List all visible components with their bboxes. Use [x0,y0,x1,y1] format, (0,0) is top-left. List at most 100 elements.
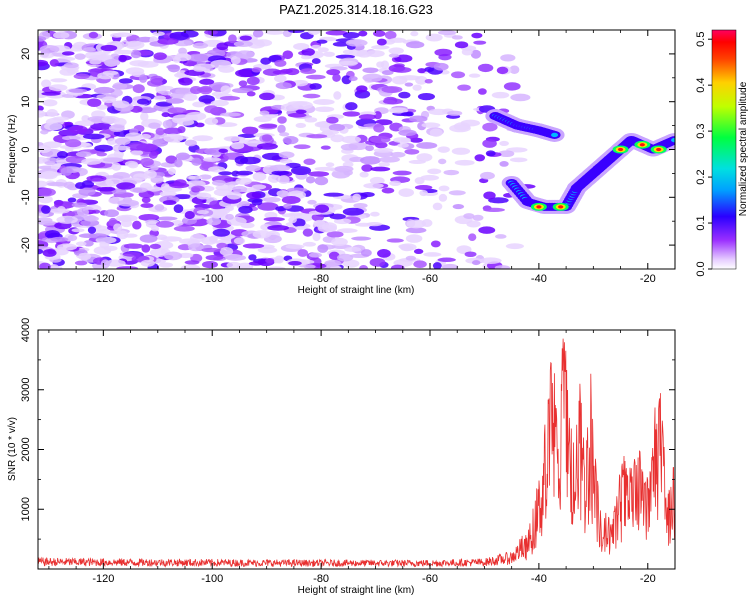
noise-blob [325,30,348,36]
noise-blob [404,82,414,87]
spectrogram-x-tick-label: -40 [531,273,547,285]
noise-blob [496,66,509,75]
noise-blob [78,187,96,197]
noise-blob [275,206,287,212]
noise-blob [320,145,331,150]
snr-y-tick-label: 3000 [20,378,32,402]
noise-blob [282,135,299,145]
noise-blob [281,196,301,204]
noise-blob [451,35,463,40]
noise-blob [287,101,308,106]
noise-blob [369,136,391,144]
noise-blob [376,38,387,46]
noise-blob [433,62,449,71]
noise-blob [259,123,278,129]
noise-blob [81,158,102,165]
noise-blob [178,77,193,86]
noise-blob [414,185,433,190]
noise-blob [297,249,309,257]
noise-blob [272,70,290,75]
noise-blob [463,213,475,220]
noise-blob [345,102,358,111]
noise-blob [381,86,403,94]
noise-blob [123,243,144,249]
noise-blob [192,66,207,72]
noise-blob [491,91,510,99]
noise-blob [356,85,368,93]
noise-blob [226,191,242,200]
noise-blob [112,100,130,109]
noise-blob [220,85,231,95]
noise-blob [334,165,354,173]
noise-blob [478,88,487,95]
snr-y-tick-label: 1000 [20,497,32,521]
noise-blob [326,231,344,238]
noise-blob [94,144,114,152]
noise-blob [500,54,516,62]
noise-blob [39,44,60,54]
noise-blob [219,95,241,101]
noise-blob [451,147,471,155]
noise-blob [112,145,131,151]
noise-blob [373,148,394,153]
spectrogram-noise [38,30,536,269]
noise-blob [153,95,166,101]
noise-blob [468,233,477,242]
noise-blob [405,227,427,234]
noise-blob [191,157,202,166]
noise-blob [263,196,281,203]
noise-blob [235,50,255,59]
noise-blob [388,53,400,58]
noise-blob [50,78,68,83]
noise-blob [191,185,205,192]
noise-blob [225,213,234,220]
noise-blob [95,236,117,244]
snr-x-tick-label: -100 [201,573,223,585]
noise-blob [225,254,247,261]
noise-blob [398,129,417,137]
noise-blob [198,94,215,104]
noise-blob [216,42,229,51]
noise-blob [82,133,105,140]
noise-blob [448,190,466,196]
noise-blob [361,164,373,172]
noise-blob [342,207,365,216]
noise-blob [38,145,52,154]
noise-blob [257,202,279,211]
noise-blob [118,78,133,84]
noise-blob [337,228,358,234]
noise-blob [311,58,321,65]
noise-blob [96,187,116,192]
noise-blob [238,200,250,208]
noise-blob [454,41,469,49]
noise-blob [38,180,48,188]
spectrogram-signal [485,109,675,214]
noise-blob [38,36,47,42]
noise-blob [267,225,290,231]
noise-blob [330,134,345,143]
noise-blob [117,199,139,207]
noise-blob [342,259,360,268]
snr-x-tick-label: -80 [313,573,329,585]
noise-blob [300,68,317,75]
noise-blob [399,75,421,81]
noise-blob [405,41,425,49]
noise-blob [305,74,326,80]
noise-blob [283,203,292,209]
noise-blob [328,123,346,132]
noise-blob [141,244,151,253]
noise-blob [314,176,329,186]
noise-blob [352,193,361,202]
noise-blob [288,260,302,266]
noise-blob [471,32,483,39]
noise-blob [324,259,342,267]
noise-blob [89,59,102,65]
noise-blob [41,205,51,214]
noise-blob [470,49,482,59]
noise-blob [96,152,108,157]
noise-blob [309,83,322,90]
noise-blob [151,226,160,232]
noise-blob [392,66,412,73]
noise-blob [413,260,427,269]
noise-blob [488,197,509,204]
